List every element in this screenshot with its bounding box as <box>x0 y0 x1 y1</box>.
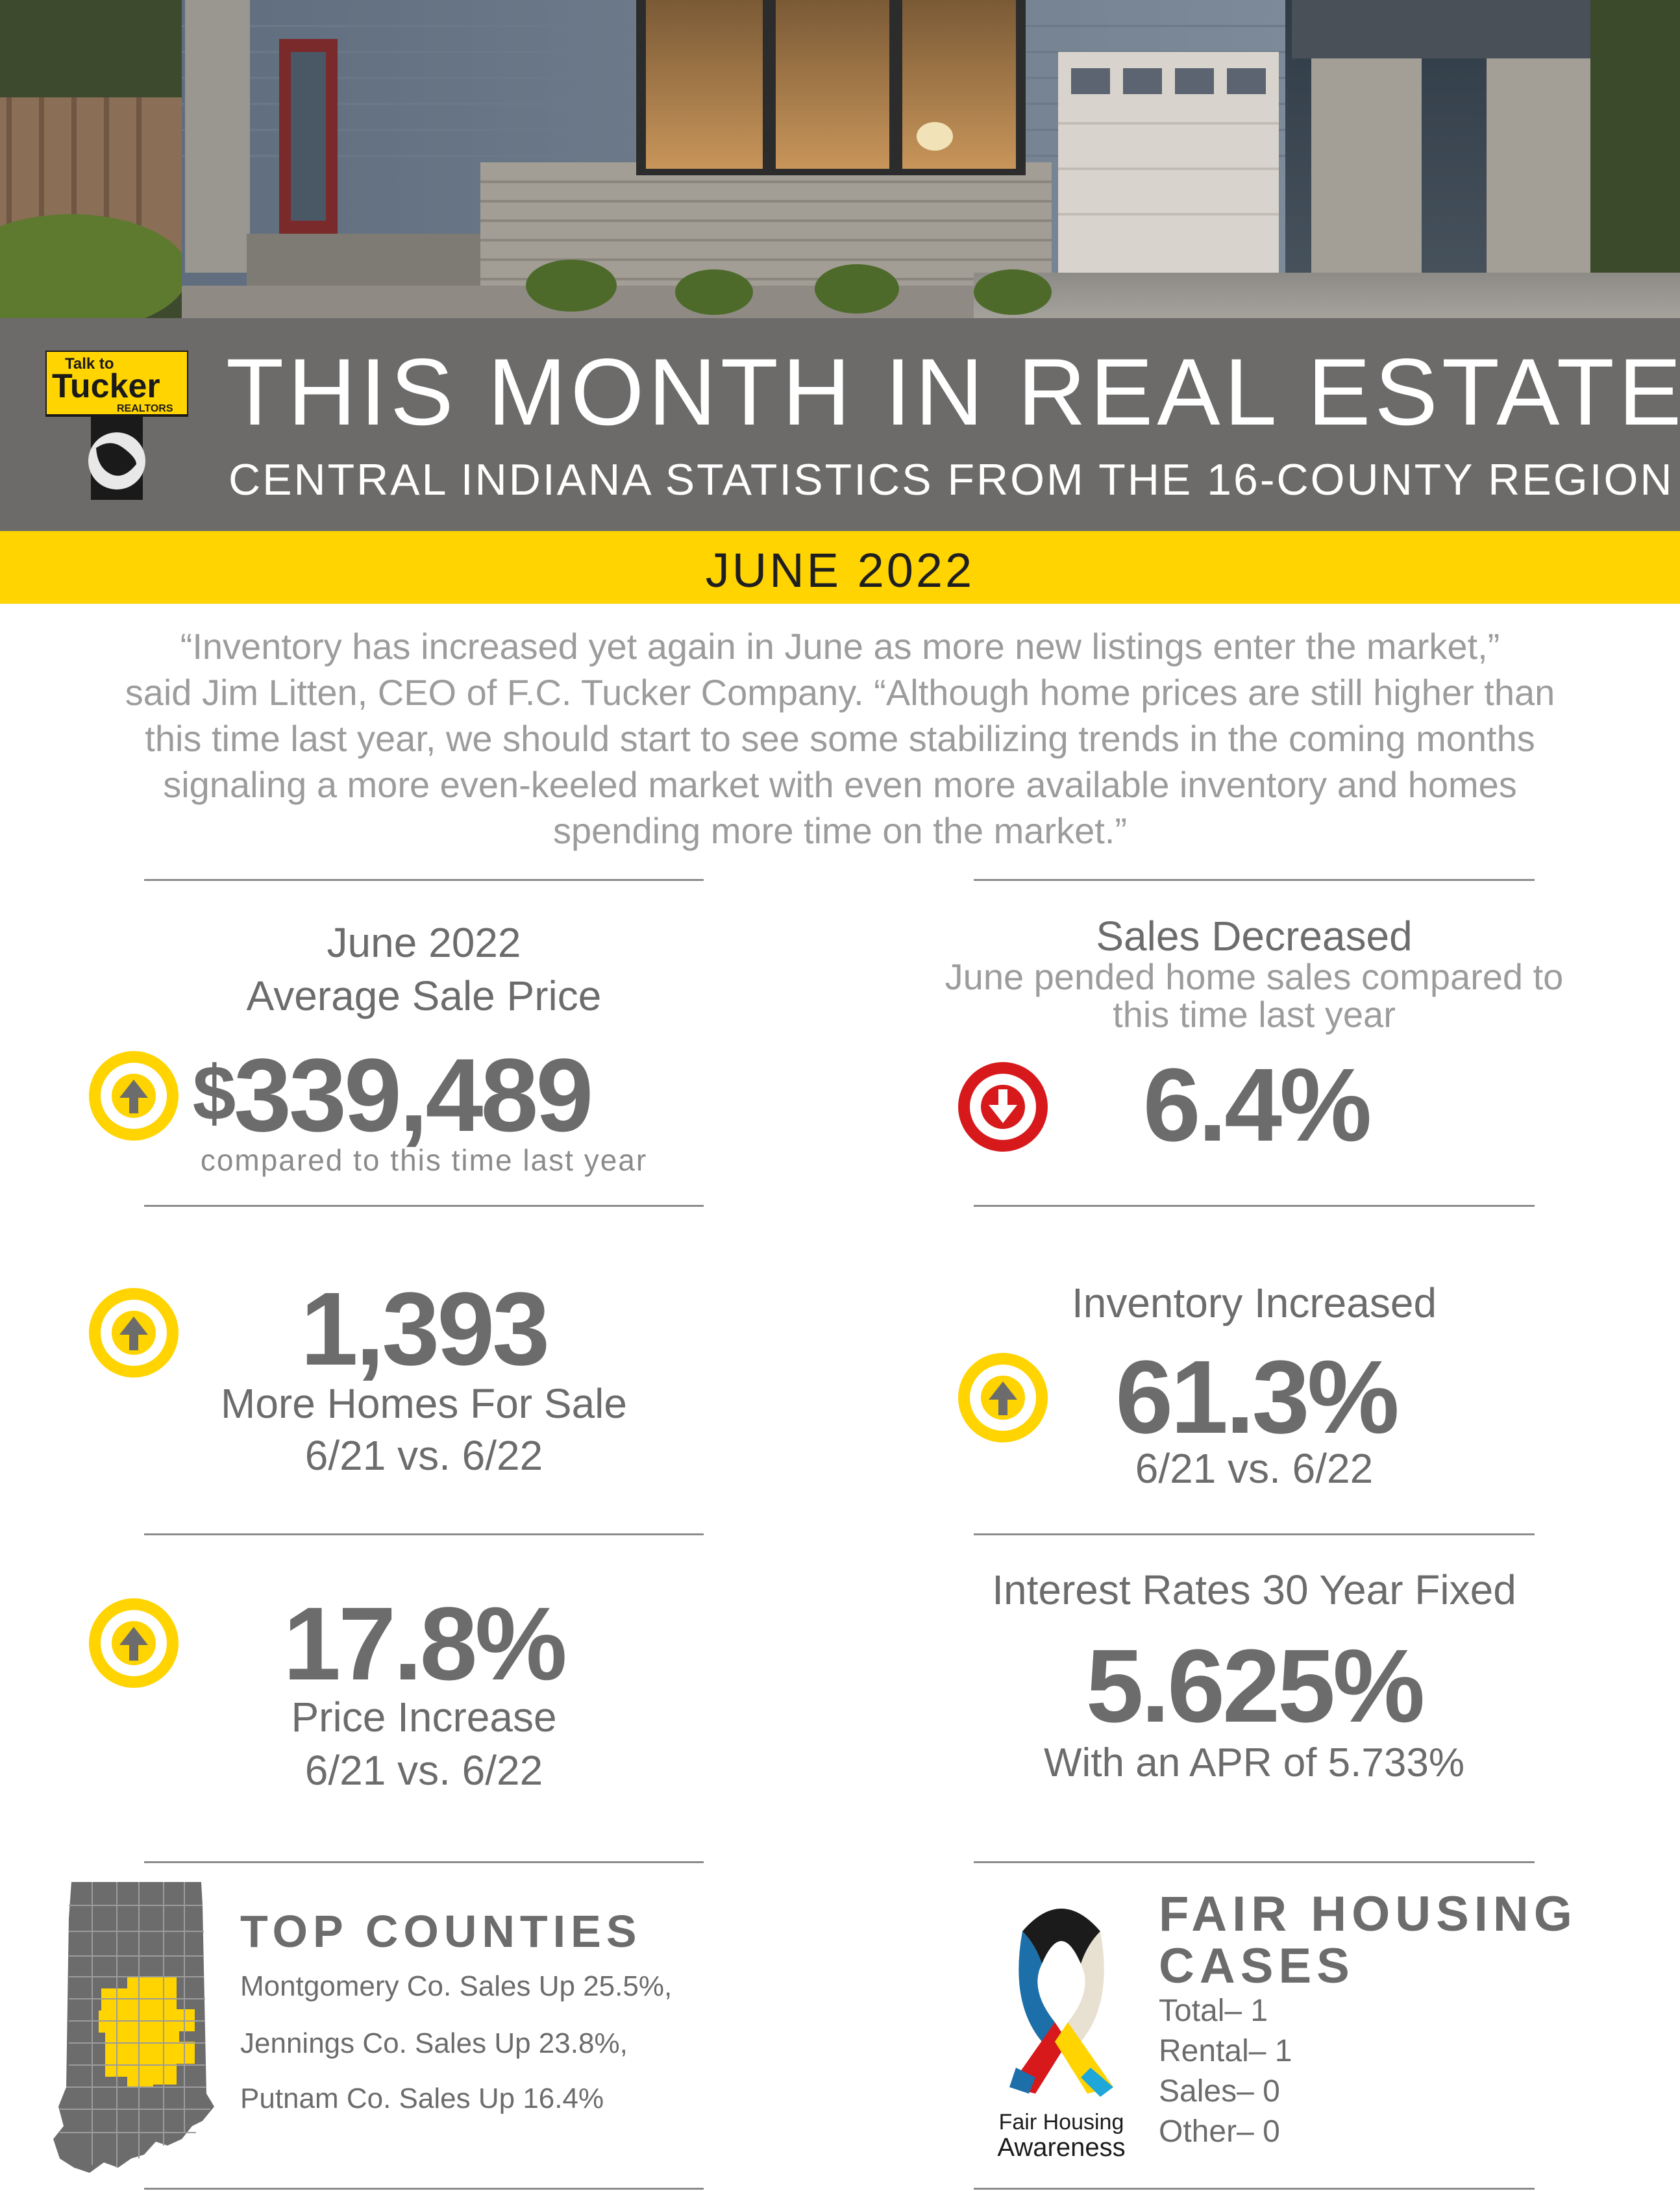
indiana-map-icon <box>40 1879 229 2178</box>
fair-housing-heading-2: CASES <box>1159 1938 1355 1994</box>
ribbon-caption-2: Awareness <box>997 2133 1126 2162</box>
hero-house-photo <box>0 0 1680 318</box>
tucker-logo: Talk to Tucker REALTORS <box>44 349 190 500</box>
divider <box>144 1861 704 1863</box>
interest-title: Interest Rates 30 Year Fixed <box>992 1566 1516 1613</box>
fair-housing-item: Rental– 1 <box>1159 2034 1292 2068</box>
quote-line: “Inventory has increased yet again in Ju… <box>180 626 1500 667</box>
divider <box>974 1533 1535 1535</box>
homes-label: More Homes For Sale <box>221 1380 627 1427</box>
inventory-period: 6/21 vs. 6/22 <box>1135 1445 1374 1492</box>
title-band <box>0 318 1680 531</box>
sales-value: 6.4% <box>1143 1046 1372 1163</box>
divider <box>144 879 704 881</box>
down-arrow-circle-icon <box>956 1059 1050 1154</box>
awareness-ribbon-icon <box>983 1892 1139 2107</box>
quote-line: said Jim Litten, CEO of F.C. Tucker Comp… <box>125 672 1555 713</box>
up-arrow-circle-icon <box>956 1350 1050 1445</box>
homes-value: 1,393 <box>300 1270 550 1387</box>
fair-housing-item: Sales– 0 <box>1159 2074 1280 2109</box>
ribbon-caption-1: Fair Housing <box>998 2110 1124 2135</box>
report-date: JUNE 2022 <box>705 543 975 597</box>
inventory-title: Inventory Increased <box>1071 1280 1437 1326</box>
divider <box>144 2188 704 2190</box>
avg-price-label-2: Average Sale Price <box>246 972 602 1019</box>
avg-price-value: 339,489 <box>234 1037 593 1153</box>
date-band <box>0 531 1680 604</box>
page-subtitle: CENTRAL INDIANA STATISTICS FROM THE 16-C… <box>229 455 1674 504</box>
county-item: Montgomery Co. Sales Up 25.5%, <box>240 1970 673 2002</box>
fair-housing-item: Other– 0 <box>1159 2114 1280 2149</box>
county-item: Putnam Co. Sales Up 16.4% <box>240 2083 604 2114</box>
divider <box>144 1533 704 1535</box>
homes-period: 6/21 vs. 6/22 <box>304 1432 543 1479</box>
up-arrow-circle-icon <box>86 1285 181 1380</box>
avg-price-note: compared to this time last year <box>200 1143 648 1177</box>
quote-line: this time last year, we should start to … <box>145 718 1535 759</box>
page-title: THIS MONTH IN REAL ESTATE <box>226 339 1680 445</box>
price-increase-label: Price Increase <box>291 1694 557 1740</box>
county-item: Jennings Co. Sales Up 23.8%, <box>240 2027 628 2059</box>
quote-line: signaling a more even-keeled market with… <box>163 764 1517 805</box>
fair-housing-heading: FAIR HOUSING <box>1159 1887 1577 1942</box>
svg-text:Talk to: Talk to <box>65 355 114 373</box>
up-arrow-circle-icon <box>86 1596 181 1690</box>
svg-text:REALTORS: REALTORS <box>117 403 173 414</box>
up-arrow-circle-icon <box>86 1048 181 1143</box>
price-increase-value: 17.8% <box>283 1585 567 1702</box>
interest-apr: With an APR of 5.733% <box>1044 1740 1464 1785</box>
svg-text:Tucker: Tucker <box>52 367 160 405</box>
inventory-value: 61.3% <box>1115 1339 1400 1455</box>
interest-value: 5.625% <box>1085 1628 1426 1744</box>
quote-line: spending more time on the market.” <box>553 810 1127 851</box>
divider <box>974 879 1535 881</box>
avg-price-currency: $ <box>192 1050 236 1137</box>
fair-housing-item: Total– 1 <box>1159 1994 1268 2028</box>
divider <box>144 1205 704 1207</box>
avg-price-label-1: June 2022 <box>327 919 521 966</box>
divider <box>974 1205 1535 1207</box>
ceo-quote: “Inventory has increased yet again in Ju… <box>58 623 1622 854</box>
sales-title: Sales Decreased <box>1096 913 1413 959</box>
divider <box>974 2188 1535 2190</box>
sales-sub-1: June pended home sales compared to <box>945 956 1564 997</box>
price-increase-period: 6/21 vs. 6/22 <box>304 1747 543 1794</box>
sales-sub-2: this time last year <box>1113 994 1396 1035</box>
divider <box>974 1861 1535 1863</box>
top-counties-heading: TOP COUNTIES <box>240 1906 642 1957</box>
